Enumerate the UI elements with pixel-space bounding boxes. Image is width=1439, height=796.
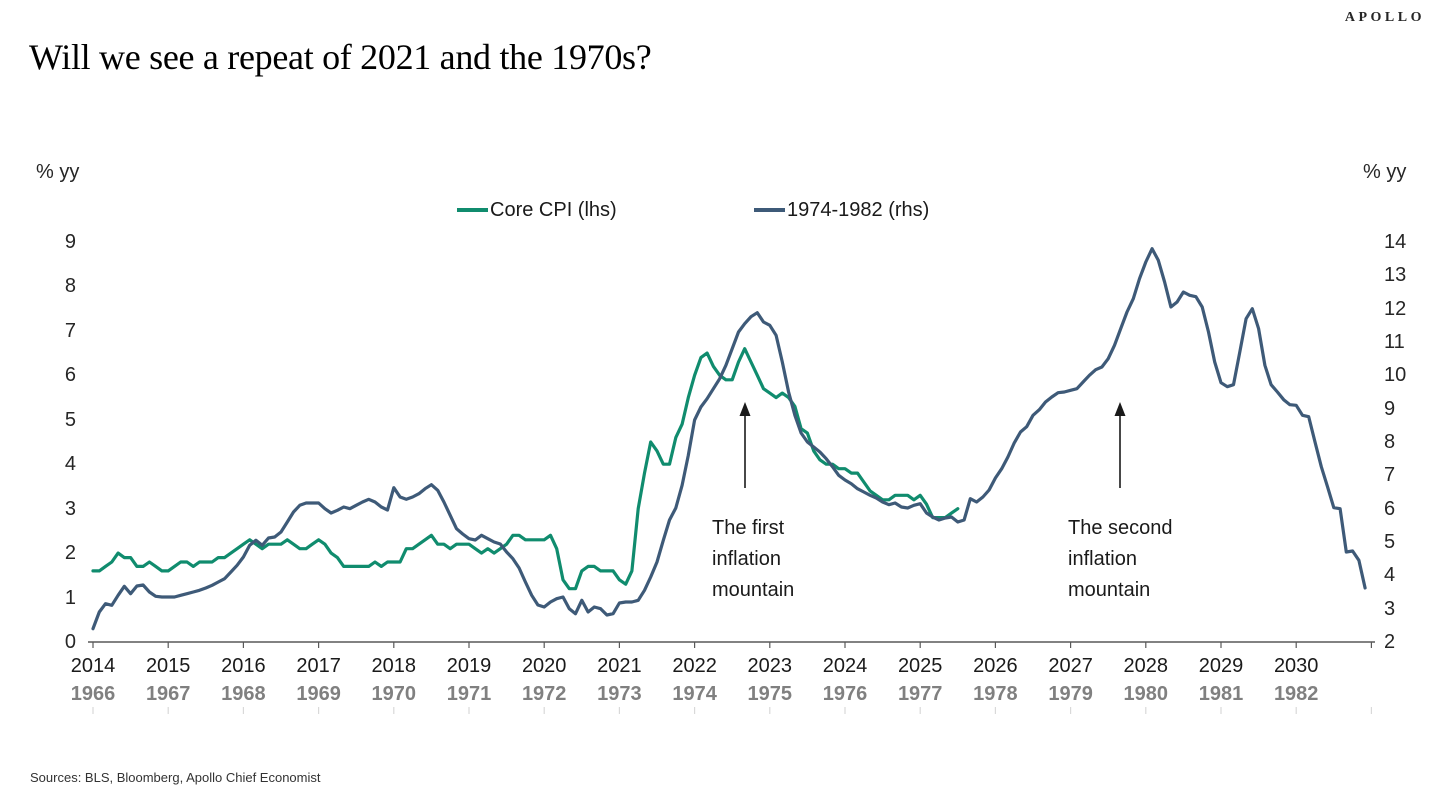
right-axis-tick-label: 6 — [1384, 497, 1396, 520]
x-axis-year-label-secondary: 1977 — [897, 683, 943, 705]
right-axis-tick-label: 2 — [1384, 631, 1396, 653]
left-axis-tick-label: 3 — [64, 497, 76, 520]
series-line-core-cpi — [91, 347, 960, 591]
annotation-line: The second — [1068, 517, 1173, 539]
legend-item-core-cpi: Core CPI (lhs) — [457, 197, 617, 223]
x-axis-year-label-secondary: 1980 — [1123, 683, 1169, 705]
left-axis-tick-label: 4 — [64, 453, 76, 476]
x-axis-year-label-primary: 2017 — [296, 655, 341, 677]
x-axis-year-label-primary: 2018 — [371, 655, 417, 677]
x-axis-year-label-secondary: 1981 — [1198, 683, 1244, 705]
right-axis-tick-label: 4 — [1384, 564, 1396, 587]
left-axis-tick-label: 6 — [64, 364, 76, 387]
right-axis-tick-label: 7 — [1384, 464, 1396, 487]
annotation-line: mountain — [1068, 579, 1151, 601]
chart-legend: Core CPI (lhs) 1974-1982 (rhs) — [0, 197, 1439, 223]
right-axis-tick-label: 13 — [1384, 264, 1407, 287]
annotation-second-inflation-mountain: The second inflation mountain — [1068, 513, 1173, 606]
x-axis-year-label-secondary: 1972 — [521, 683, 567, 705]
left-axis-tick-label: 2 — [64, 542, 76, 565]
x-axis-year-label-secondary: 1971 — [446, 683, 492, 705]
right-axis-tick-label: 9 — [1384, 397, 1396, 420]
right-axis-tick-label: 5 — [1384, 531, 1396, 553]
x-axis-year-label-secondary: 1973 — [597, 683, 642, 705]
x-axis-year-label-secondary: 1968 — [221, 683, 266, 705]
annotation-arrow-head — [1114, 402, 1126, 416]
x-axis-year-label-secondary: 1979 — [1048, 683, 1093, 705]
x-axis-year-label-primary: 2025 — [897, 655, 943, 677]
legend-swatch-core-cpi — [457, 208, 488, 212]
x-axis-year-label-primary: 2015 — [145, 655, 191, 677]
left-axis-tick-label: 8 — [64, 275, 76, 298]
x-axis-year-label-secondary: 1978 — [973, 683, 1018, 705]
legend-item-1974-1982: 1974-1982 (rhs) — [754, 197, 929, 223]
source-note: Sources: BLS, Bloomberg, Apollo Chief Ec… — [30, 770, 321, 785]
x-axis-year-label-primary: 2020 — [521, 655, 567, 677]
annotation-line: inflation — [1068, 548, 1137, 570]
annotation-arrow-head — [739, 402, 751, 416]
right-axis-unit-label: % yy — [1363, 161, 1407, 183]
right-axis-tick-label: 10 — [1384, 364, 1407, 387]
x-axis-year-label-primary: 2027 — [1048, 655, 1093, 677]
annotation-line: mountain — [712, 579, 795, 601]
legend-swatch-1974-1982 — [754, 208, 785, 212]
x-axis-year-label-primary: 2030 — [1273, 655, 1319, 677]
legend-label-1974-1982: 1974-1982 (rhs) — [787, 198, 930, 221]
x-axis-year-label-primary: 2024 — [822, 655, 868, 677]
x-axis-year-label-primary: 2028 — [1123, 655, 1169, 677]
left-axis-tick-label: 1 — [64, 586, 76, 609]
x-axis-year-label-primary: 2021 — [597, 655, 642, 677]
right-axis-tick-label: 8 — [1384, 431, 1396, 453]
x-axis-year-label-secondary: 1974 — [672, 683, 717, 705]
right-axis-tick-label: 11 — [1384, 331, 1405, 353]
x-axis-year-label-secondary: 1969 — [296, 683, 341, 705]
annotation-line: The first — [712, 517, 785, 539]
right-axis-tick-label: 3 — [1384, 597, 1396, 620]
x-axis-year-label-primary: 2016 — [221, 655, 266, 677]
left-axis-tick-label: 9 — [64, 231, 76, 253]
x-axis-year-label-primary: 2029 — [1198, 655, 1244, 677]
x-axis-year-label-primary: 2022 — [672, 655, 717, 677]
x-axis-year-label-secondary: 1967 — [145, 683, 191, 705]
right-axis-tick-label: 12 — [1384, 297, 1407, 320]
annotation-line: inflation — [712, 548, 781, 570]
x-axis-year-label-primary: 2014 — [70, 655, 116, 677]
x-axis-year-label-secondary: 1966 — [70, 683, 116, 705]
left-axis-tick-label: 7 — [64, 319, 76, 342]
x-axis-year-label-primary: 2026 — [973, 655, 1018, 677]
x-axis-year-label-secondary: 1975 — [747, 683, 793, 705]
left-axis-tick-label: 0 — [64, 631, 76, 653]
left-axis-unit-label: % yy — [36, 161, 80, 183]
x-axis-year-label-primary: 2023 — [747, 655, 793, 677]
x-axis-year-label-secondary: 1982 — [1273, 683, 1319, 705]
left-axis-tick-label: 5 — [64, 408, 76, 431]
x-axis-year-label-secondary: 1976 — [822, 683, 868, 705]
legend-label-core-cpi: Core CPI (lhs) — [490, 198, 617, 221]
apollo-logo: APOLLO — [1344, 10, 1425, 25]
page-title: Will we see a repeat of 2021 and the 197… — [29, 37, 652, 77]
right-axis-tick-label: 14 — [1384, 231, 1407, 253]
x-axis-year-label-primary: 2019 — [446, 655, 492, 677]
annotation-first-inflation-mountain: The first inflation mountain — [712, 513, 794, 606]
series-line-1974-1982 — [91, 247, 1367, 631]
x-axis-year-label-secondary: 1970 — [371, 683, 417, 705]
